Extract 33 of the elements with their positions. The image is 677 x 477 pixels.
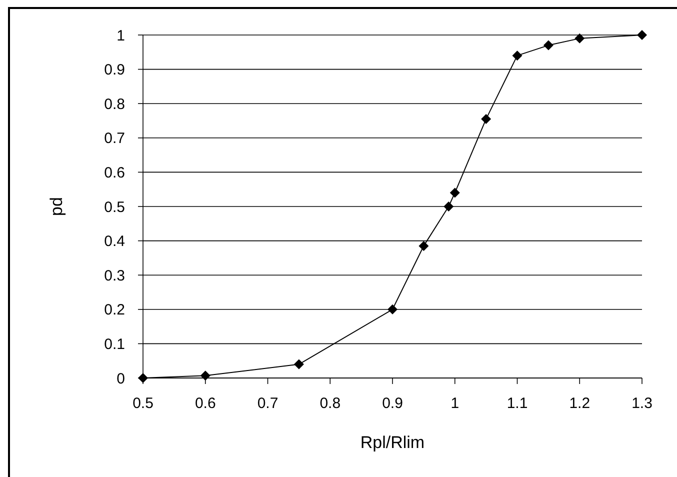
y-tick-label: 0.3 <box>104 267 125 284</box>
y-tick-label: 0.9 <box>104 62 125 79</box>
y-tick-label: 1 <box>116 27 125 44</box>
x-tick-label: 1.2 <box>569 395 590 412</box>
y-tick-label: 0.6 <box>104 164 125 182</box>
point <box>388 304 398 314</box>
point <box>294 359 304 370</box>
y-tick-label: 0.7 <box>104 130 125 148</box>
y-tick-label: 0.1 <box>104 336 125 353</box>
point <box>481 114 492 124</box>
x-tick-label: 0.7 <box>257 395 278 412</box>
x-tick-label: 0.8 <box>320 395 341 412</box>
y-tick-label: 0.8 <box>104 96 125 113</box>
x-tick-label: 0.5 <box>132 395 154 412</box>
point <box>418 240 429 251</box>
x-tick-label: 0.9 <box>382 395 403 412</box>
x-tick-label: 1 <box>450 395 460 412</box>
point <box>543 40 554 50</box>
point <box>512 50 522 61</box>
x-tick-label: 1.3 <box>632 395 652 412</box>
x-axis-title: Rpl/Rlim <box>360 433 425 452</box>
x-tick-label: 1.1 <box>506 395 528 412</box>
point <box>637 30 647 40</box>
point <box>200 370 210 381</box>
y-tick-label: 0.5 <box>104 198 125 216</box>
y-tick-label: 0.2 <box>104 302 125 319</box>
x-tick-label: 0.6 <box>194 395 216 412</box>
point <box>450 188 460 198</box>
y-axis-title: pd <box>47 197 66 216</box>
point <box>444 202 454 212</box>
point <box>574 33 585 44</box>
y-tick-label: 0 <box>116 370 125 388</box>
y-tick-label: 0.4 <box>104 233 125 250</box>
